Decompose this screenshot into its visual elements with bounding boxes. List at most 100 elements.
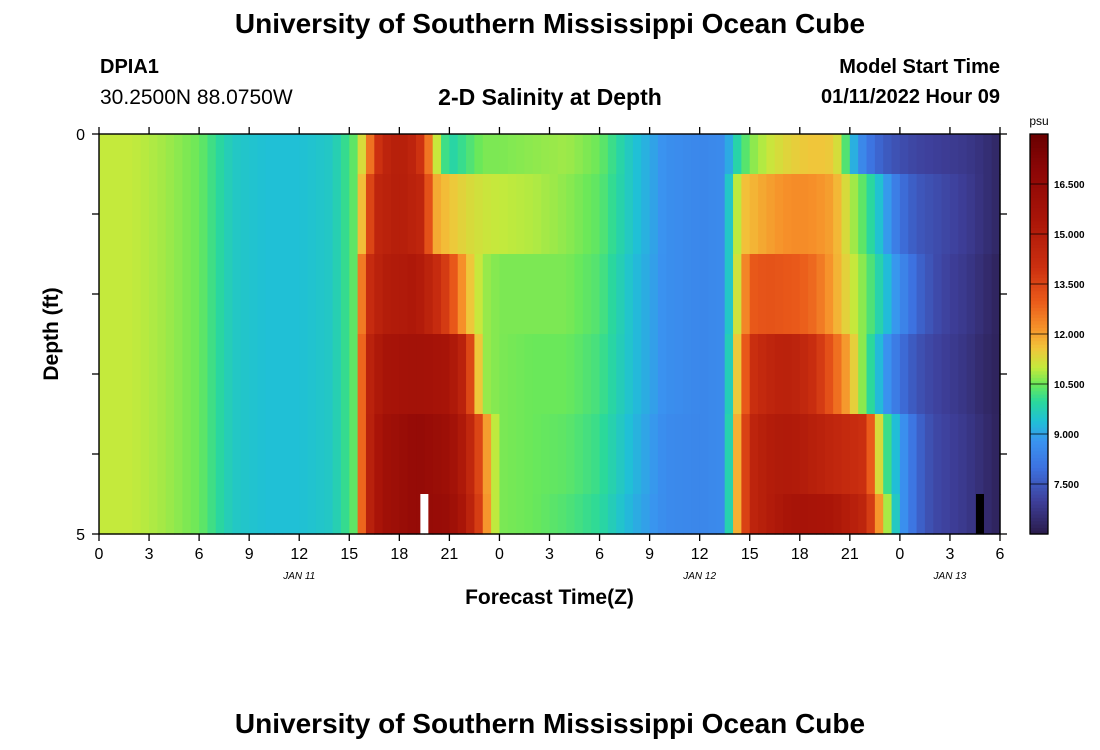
colorbar-tick-label: 13.500 [1054, 280, 1085, 291]
heatmap-cell [332, 334, 342, 415]
heatmap-cell [165, 414, 175, 495]
heatmap-cell [99, 254, 108, 335]
heatmap-cell [874, 414, 884, 495]
heatmap-cell [532, 494, 542, 535]
heatmap-cell [482, 414, 492, 495]
heatmap-cell [607, 494, 617, 535]
y-tick-label: 0 [76, 127, 85, 144]
heatmap-cell [783, 254, 793, 335]
heatmap-cell [157, 174, 167, 255]
heatmap-cell [165, 334, 175, 415]
heatmap-cell [841, 134, 851, 175]
heatmap-cell [624, 414, 634, 495]
colorbar-segment [1030, 297, 1048, 302]
x-tick-label: 18 [390, 546, 408, 563]
heatmap-cell [374, 254, 384, 335]
heatmap-cell [649, 134, 659, 175]
heatmap-cell [666, 254, 676, 335]
heatmap-cell [274, 334, 284, 415]
colorbar-tick-label: 12.000 [1054, 330, 1085, 341]
heatmap-cell [958, 174, 968, 255]
heatmap-cell [958, 494, 968, 535]
heatmap-cell [382, 134, 392, 175]
heatmap-cell [340, 334, 350, 415]
heatmap-cell [699, 494, 709, 535]
heatmap-cell [457, 494, 467, 535]
heatmap-cell [140, 174, 150, 255]
heatmap-cell [457, 254, 467, 335]
heatmap-cell [783, 134, 793, 175]
heatmap-cell [549, 414, 559, 495]
heatmap-cell [833, 334, 843, 415]
heatmap-cell [224, 134, 234, 175]
heatmap-cells [99, 134, 1001, 535]
heatmap-cell [499, 334, 509, 415]
heatmap-cell [340, 134, 350, 175]
heatmap-cell [507, 494, 517, 535]
heatmap-cell [724, 414, 734, 495]
heatmap-cell [824, 414, 834, 495]
heatmap-cell [315, 254, 325, 335]
heatmap-cell [607, 174, 617, 255]
heatmap-cell [824, 134, 834, 175]
heatmap-cell [457, 414, 467, 495]
heatmap-cell [733, 494, 742, 535]
x-tick-label: 0 [495, 546, 504, 563]
heatmap-cell [441, 134, 450, 175]
heatmap-cell [758, 414, 768, 495]
heatmap-cell [908, 494, 918, 535]
heatmap-cell [207, 254, 217, 335]
colorbar-segment [1030, 377, 1048, 382]
heatmap-cell [132, 494, 142, 535]
heatmap-cell [549, 334, 559, 415]
colorbar-segment [1030, 274, 1048, 278]
heatmap-cell [991, 414, 1001, 495]
heatmap-cell [716, 134, 726, 175]
colorbar-segment [1030, 254, 1048, 258]
colorbar-segment [1030, 137, 1048, 142]
heatmap-cell [624, 254, 634, 335]
heatmap-cell [649, 494, 659, 535]
heatmap-cell [891, 494, 901, 535]
heatmap-cell [107, 254, 117, 335]
heatmap-cell [574, 134, 584, 175]
heatmap-cell [749, 254, 759, 335]
colorbar-segment [1030, 167, 1048, 172]
heatmap-cell [557, 134, 567, 175]
colorbar-segment [1030, 420, 1048, 425]
heatmap-cell [599, 174, 609, 255]
heatmap-cell [641, 334, 651, 415]
y-tick-label: 5 [76, 527, 85, 544]
heatmap-cell [816, 254, 826, 335]
heatmap-cell [974, 254, 984, 335]
heatmap-cell [674, 254, 684, 335]
heatmap-cell [149, 174, 158, 255]
heatmap-cell [766, 494, 776, 535]
heatmap-cell [716, 174, 726, 255]
heatmap-cell [841, 334, 851, 415]
colorbar-segment [1030, 487, 1048, 492]
heatmap-cell [849, 494, 859, 535]
heatmap-cell [983, 174, 993, 255]
heatmap-cell [699, 134, 709, 175]
heatmap-cell [174, 494, 184, 535]
colorbar-segment [1030, 460, 1048, 465]
heatmap-cell [657, 254, 667, 335]
heatmap-cell [632, 254, 642, 335]
heatmap-cell [149, 134, 158, 175]
heatmap-cell [816, 174, 826, 255]
colorbar-segment [1030, 197, 1048, 202]
heatmap-cell [524, 174, 534, 255]
x-tick-label: 12 [691, 546, 709, 563]
heatmap-cell [466, 334, 476, 415]
heatmap-marker [975, 494, 984, 534]
x-tick-label: 9 [645, 546, 654, 563]
heatmap-cell [799, 334, 809, 415]
heatmap-cell [791, 414, 801, 495]
heatmap-cell [507, 134, 517, 175]
heatmap-cell [516, 494, 526, 535]
colorbar-segment [1030, 504, 1048, 508]
colorbar-segment [1030, 360, 1048, 365]
heatmap-cell [349, 254, 359, 335]
heatmap-cell [983, 254, 993, 335]
